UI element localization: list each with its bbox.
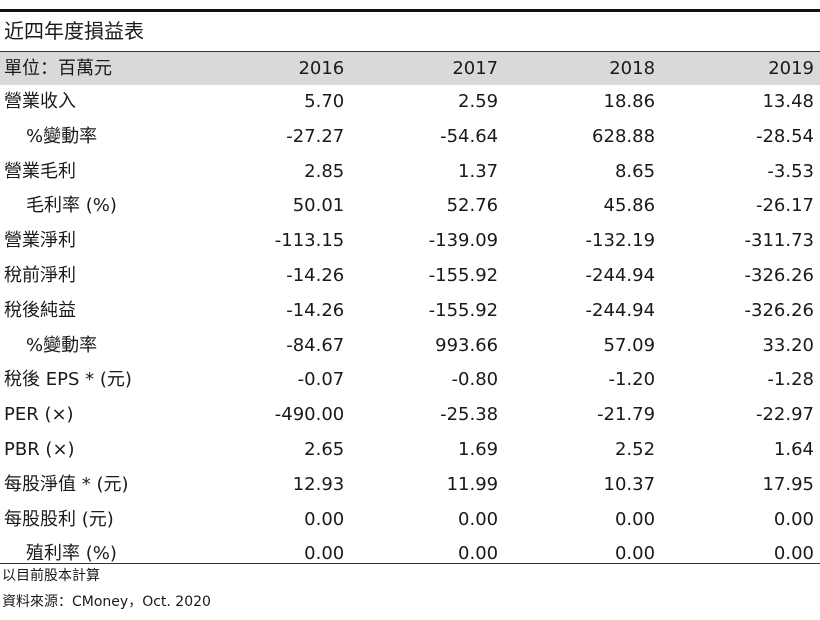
cell-value: -25.38 [440,404,499,426]
year-header: 2017 [452,58,499,79]
cell-value: 33.20 [762,334,814,356]
cell-value: 0.00 [614,543,656,565]
table-row: 每股淨值 * (元) 12.93 11.99 10.37 17.95 [0,468,820,503]
cell-value: 45.86 [603,195,656,217]
table-row: PBR (×) 2.65 1.69 2.52 1.64 [0,433,820,468]
cell-value: 0.00 [458,508,499,530]
row-label: %變動率 [26,125,98,147]
row-label: 營業淨利 [4,230,76,252]
cell-value: -132.19 [585,230,656,252]
year-header: 2019 [768,58,814,79]
table-row: 殖利率 (%) 0.00 0.00 0.00 0.00 [0,537,820,570]
cell-value: -27.27 [286,125,345,147]
row-label: PBR (×) [4,438,75,460]
cell-value: 1.64 [773,438,814,460]
cell-value: 2.59 [458,91,499,112]
table-row: 每股股利 (元) 0.00 0.00 0.00 0.00 [0,503,820,538]
row-label: 毛利率 (%) [26,195,117,217]
cell-value: 0.00 [304,543,345,565]
cell-value: -84.67 [286,334,345,356]
cell-value: 50.01 [292,195,345,217]
table-row: %變動率 -84.67 993.66 57.09 33.20 [0,329,820,364]
cell-value: -14.26 [286,264,345,286]
cell-value: 1.37 [458,160,499,182]
cell-value: -26.17 [755,195,814,217]
row-label: 每股股利 (元) [4,508,114,530]
top-rule [0,9,820,12]
cell-value: -113.15 [274,230,345,252]
table-body: 營業收入 5.70 2.59 18.86 13.48 %變動率 -27.27 -54.64 62… [0,85,820,570]
cell-value: 57.09 [603,334,656,356]
unit-label: 單位：百萬元 [4,58,112,79]
cell-value: -311.73 [744,230,814,252]
cell-value: -28.54 [755,125,814,147]
cell-value: -0.80 [451,369,499,391]
cell-value: -155.92 [428,264,499,286]
table-row: 營業收入 5.70 2.59 18.86 13.48 [0,85,820,120]
table-row: 稅後 EPS * (元) -0.07 -0.80 -1.20 -1.28 [0,363,820,398]
year-header: 2016 [298,58,345,79]
row-label: PER (×) [4,404,74,426]
cell-value: 5.70 [304,91,345,112]
table-row: 營業淨利 -113.15 -139.09 -132.19 -311.73 [0,224,820,259]
cell-value: -244.94 [585,264,656,286]
table-row: 稅後純益 -14.26 -155.92 -244.94 -326.26 [0,294,820,329]
cell-value: 0.00 [458,543,499,565]
cell-value: 2.85 [304,160,345,182]
cell-value: 2.65 [304,438,345,460]
cell-value: 628.88 [592,125,656,147]
cell-value: 0.00 [304,508,345,530]
cell-value: -490.00 [274,404,345,426]
cell-value: -244.94 [585,299,656,321]
table-title: 近四年度損益表 [4,19,144,43]
cell-value: -0.07 [297,369,345,391]
bottom-rule [0,563,820,564]
cell-value: 8.65 [614,160,656,182]
table-row: %變動率 -27.27 -54.64 628.88 -28.54 [0,120,820,155]
cell-value: 10.37 [603,473,656,495]
cell-value: -14.26 [286,299,345,321]
cell-value: 11.99 [446,473,499,495]
cell-value: -54.64 [440,125,499,147]
cell-value: 52.76 [446,195,499,217]
cell-value: -139.09 [428,230,499,252]
income-statement-table: 單位：百萬元 2016 2017 2018 2019 營業收入 5.70 2.59 1… [0,52,820,570]
row-label: 稅後純益 [4,299,76,321]
table-row: PER (×) -490.00 -25.38 -21.79 -22.97 [0,398,820,433]
cell-value: -21.79 [597,404,656,426]
table-row: 營業毛利 2.85 1.37 8.65 -3.53 [0,155,820,190]
cell-value: 0.00 [773,543,814,565]
cell-value: 2.52 [614,438,656,460]
cell-value: 12.93 [292,473,345,495]
cell-value: 18.86 [603,91,656,112]
row-label: 營業毛利 [4,160,76,182]
row-label: %變動率 [26,334,98,356]
row-label: 每股淨值 * (元) [4,473,129,495]
cell-value: -155.92 [428,299,499,321]
cell-value: -22.97 [755,404,814,426]
table-row: 毛利率 (%) 50.01 52.76 45.86 -26.17 [0,189,820,224]
cell-value: -1.20 [608,369,656,391]
basis-note: 以目前股本計算 [2,568,100,584]
row-label: 稅前淨利 [4,264,76,286]
cell-value: 17.95 [762,473,814,495]
row-label: 殖利率 (%) [26,543,117,565]
cell-value: 13.48 [762,91,814,112]
year-header: 2018 [609,58,656,79]
header-row: 單位：百萬元 2016 2017 2018 2019 [0,52,820,85]
row-label: 營業收入 [4,91,76,112]
cell-value: 1.69 [458,438,499,460]
cell-value: -326.26 [744,299,814,321]
table-row: 稅前淨利 -14.26 -155.92 -244.94 -326.26 [0,259,820,294]
source-note: 資料來源：CMoney，Oct. 2020 [2,594,211,610]
cell-value: 0.00 [614,508,656,530]
cell-value: -326.26 [744,264,814,286]
cell-value: -1.28 [767,369,814,391]
cell-value: -3.53 [767,160,814,182]
title-rule [0,51,820,52]
row-label: 稅後 EPS * (元) [4,369,132,391]
cell-value: 993.66 [435,334,499,356]
cell-value: 0.00 [773,508,814,530]
